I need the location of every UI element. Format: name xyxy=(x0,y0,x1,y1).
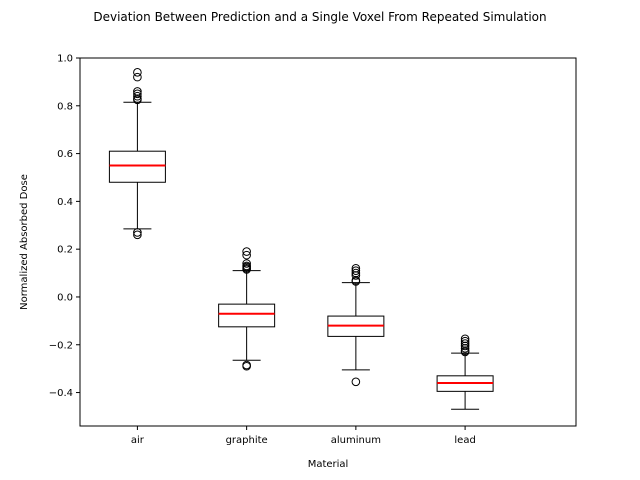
y-tick-label: 0.6 xyxy=(57,149,73,160)
y-tick-label: 0.4 xyxy=(57,197,73,208)
y-tick-label: −0.2 xyxy=(49,340,73,351)
plot-area xyxy=(80,58,576,426)
x-axis: air graphite aluminum lead xyxy=(131,426,476,446)
boxes-group xyxy=(108,68,494,410)
outlier-point xyxy=(351,277,361,286)
outlier-point xyxy=(133,91,142,101)
outlier-point xyxy=(351,271,361,280)
outlier-point xyxy=(242,247,251,256)
outlier-point xyxy=(133,72,142,82)
outlier-point xyxy=(133,228,142,237)
x-tick-label: lead xyxy=(454,435,475,446)
y-axis: −0.4 −0.2 0.0 0.2 0.4 0.6 0.8 1.0 xyxy=(49,54,80,399)
box-graphite xyxy=(218,247,276,371)
outlier-point xyxy=(133,89,142,99)
y-tick-label: 0.8 xyxy=(57,101,73,112)
outlier-point xyxy=(242,250,251,260)
outlier-point xyxy=(242,259,251,268)
box-lead xyxy=(436,334,494,410)
outlier-point xyxy=(351,266,361,275)
box-air xyxy=(108,68,166,240)
outlier-point xyxy=(460,344,470,353)
box-iqr xyxy=(218,303,276,328)
box-iqr xyxy=(108,150,166,183)
x-tick-label: graphite xyxy=(226,435,268,446)
outlier-point xyxy=(133,230,142,240)
y-tick-label: 0.0 xyxy=(57,292,73,303)
y-tick-label: 0.2 xyxy=(57,245,73,256)
outlier-point xyxy=(242,361,251,371)
outlier-point xyxy=(242,265,251,274)
outlier-point xyxy=(460,347,470,357)
x-tick-label: aluminum xyxy=(331,435,381,446)
outlier-point xyxy=(351,377,361,387)
outlier-point xyxy=(133,68,142,77)
x-axis-label: Material xyxy=(308,459,349,470)
box-aluminum xyxy=(327,263,385,387)
plot-frame xyxy=(79,57,577,427)
chart-title: Deviation Between Prediction and a Singl… xyxy=(93,10,546,24)
outlier-point xyxy=(133,95,142,105)
y-tick-label: 1.0 xyxy=(57,54,73,65)
y-axis-label: Normalized Absorbed Dose xyxy=(19,174,30,310)
outlier-point xyxy=(460,341,470,351)
y-tick-label: −0.4 xyxy=(49,388,73,399)
x-tick-label: air xyxy=(131,435,145,446)
